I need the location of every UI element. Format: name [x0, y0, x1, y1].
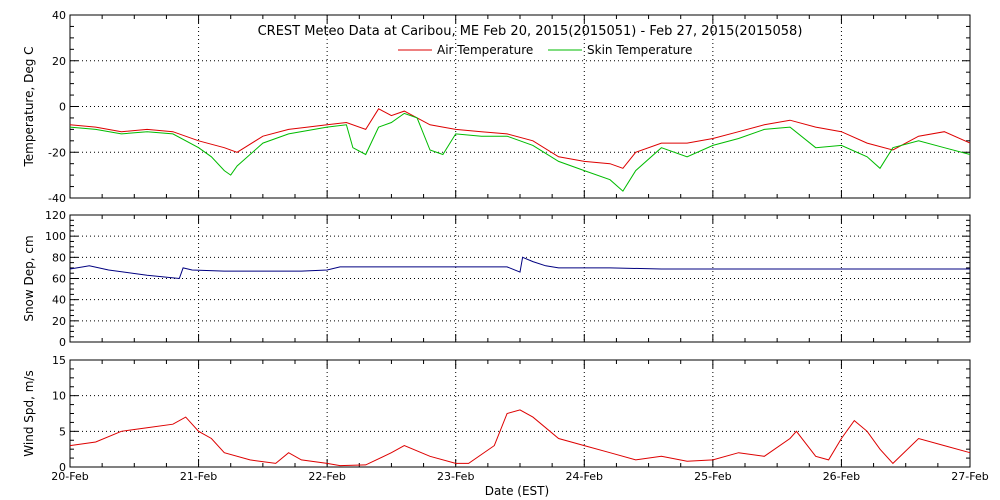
- y-axis-label-2: Wind Spd, m/s: [22, 370, 36, 456]
- y-tick-label: -20: [48, 146, 66, 159]
- y-tick-label: 15: [52, 354, 66, 367]
- y-tick-label: 40: [52, 9, 66, 22]
- x-tick-label: 21-Feb: [180, 470, 217, 483]
- chart-title: CREST Meteo Data at Caribou, ME Feb 20, …: [258, 24, 803, 39]
- panels: -40 -20 0 20 40 Temperature, Deg C 0 20 40 60 80 10…: [22, 9, 989, 483]
- panel-1: 0 20 40 60 80 100 120 Snow Dep, cm: [22, 209, 971, 349]
- legend: Air Temperature Skin Temperature: [398, 43, 692, 57]
- x-tick-label: 22-Feb: [308, 470, 345, 483]
- y-tick-label: 0: [59, 101, 66, 114]
- y-tick-label: 100: [45, 230, 66, 243]
- y-tick-label: -40: [48, 192, 66, 205]
- x-tick-label: 26-Feb: [823, 470, 860, 483]
- series-line-0-0: [69, 108, 971, 169]
- y-tick-label: 20: [52, 55, 66, 68]
- y-tick-label: 120: [45, 209, 66, 222]
- x-tick-label: 20-Feb: [51, 470, 88, 483]
- y-axis-label-0: Temperature, Deg C: [22, 46, 36, 167]
- y-tick-label: 10: [52, 390, 66, 403]
- y-axis-label-1: Snow Dep, cm: [22, 235, 36, 321]
- x-axis-label: Date (EST): [485, 484, 549, 498]
- y-tick-label: 5: [59, 425, 66, 438]
- series-line-2-0: [69, 409, 971, 467]
- series-line-1-0: [69, 256, 970, 280]
- legend-skin-label: Skin Temperature: [587, 43, 692, 57]
- panel-frame-2: [69, 359, 971, 468]
- legend-air-label: Air Temperature: [437, 43, 533, 57]
- x-tick-label: 25-Feb: [694, 470, 731, 483]
- y-tick-label: 80: [52, 251, 66, 264]
- series-line-0-1: [69, 112, 971, 192]
- y-tick-label: 40: [52, 294, 66, 307]
- y-tick-label: 60: [52, 273, 66, 286]
- panel-2: 0 5 10 15 Wind Spd, m/s: [22, 354, 971, 474]
- y-tick-label: 0: [59, 461, 66, 474]
- x-tick-label: 23-Feb: [437, 470, 474, 483]
- y-tick-label: 0: [59, 336, 66, 349]
- panel-0: -40 -20 0 20 40 Temperature, Deg C: [22, 9, 971, 205]
- y-tick-label: 20: [52, 315, 66, 328]
- x-tick-label: 27-Feb: [951, 470, 988, 483]
- x-tick-label: 24-Feb: [566, 470, 603, 483]
